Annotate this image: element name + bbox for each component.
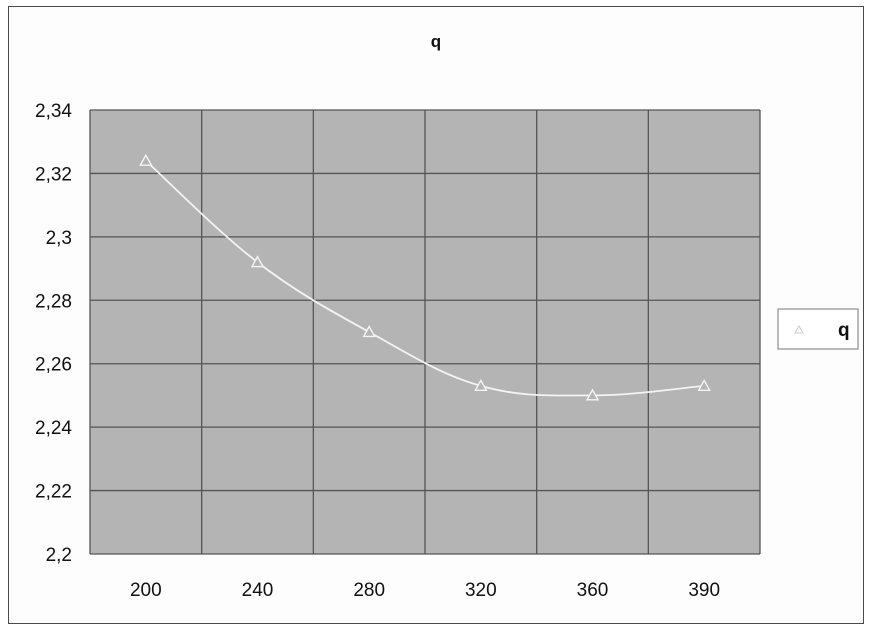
data-point-marker — [362, 325, 376, 338]
x-tick-label: 240 — [242, 580, 274, 601]
legend-label: q — [838, 320, 850, 341]
data-point-marker — [585, 388, 600, 401]
x-tick-label: 360 — [577, 580, 609, 601]
data-point-marker — [697, 378, 711, 392]
y-tick-label: 2,22 — [35, 482, 72, 503]
y-tick-label: 2,32 — [35, 164, 72, 185]
data-point-marker — [139, 153, 153, 166]
x-tick-label: 280 — [353, 580, 385, 601]
data-point-marker — [250, 255, 265, 268]
legend-box — [777, 308, 859, 350]
x-tick-label: 200 — [130, 580, 162, 601]
y-tick-label: 2,2 — [46, 545, 72, 566]
y-tick-label: 2,28 — [35, 291, 72, 312]
x-tick-label: 320 — [465, 580, 497, 601]
legend-marker-icon — [794, 324, 804, 334]
chart-title: q — [431, 32, 441, 51]
y-tick-label: 2,3 — [46, 228, 72, 249]
data-point-marker — [474, 378, 488, 392]
legend: q — [777, 308, 859, 350]
x-tick-label: 390 — [688, 580, 720, 601]
y-tick-label: 2,24 — [35, 418, 72, 439]
y-tick-label: 2,34 — [35, 101, 72, 122]
y-tick-label: 2,26 — [35, 355, 72, 376]
series-line-q — [145, 160, 705, 397]
